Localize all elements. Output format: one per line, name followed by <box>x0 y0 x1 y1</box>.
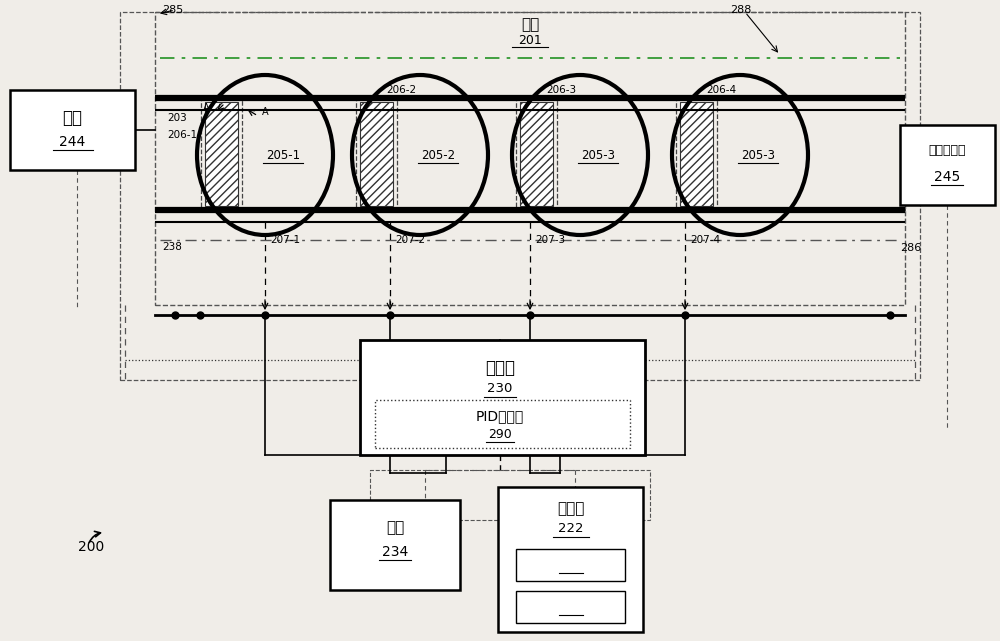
Text: 207-3: 207-3 <box>535 235 565 245</box>
Text: 291: 291 <box>559 558 582 572</box>
Text: 225: 225 <box>559 601 582 613</box>
Bar <box>120 12 920 380</box>
Bar <box>201 98 242 210</box>
Text: 285: 285 <box>162 5 183 15</box>
Bar <box>360 340 645 455</box>
Text: 222: 222 <box>558 522 583 535</box>
Bar <box>360 340 645 380</box>
Text: 205-3: 205-3 <box>581 149 615 162</box>
Bar <box>375 400 630 448</box>
Text: 290: 290 <box>488 428 512 440</box>
Bar <box>498 487 643 632</box>
Text: 206-2: 206-2 <box>386 85 417 95</box>
Text: 288: 288 <box>730 5 751 15</box>
Text: 201: 201 <box>518 33 542 47</box>
Bar <box>516 549 625 581</box>
Bar <box>900 125 995 205</box>
Text: PID控制器: PID控制器 <box>476 409 524 423</box>
Text: 203: 203 <box>167 113 187 123</box>
Text: A: A <box>262 107 269 117</box>
Text: 244: 244 <box>59 135 86 149</box>
Bar <box>520 102 553 206</box>
Text: 206-1: 206-1 <box>167 130 197 140</box>
Bar <box>676 98 717 210</box>
Text: 衯底: 衯底 <box>521 17 539 33</box>
Bar <box>330 500 460 590</box>
Text: 光源: 光源 <box>63 109 83 127</box>
Text: 207-1: 207-1 <box>270 235 300 245</box>
Text: 存储器: 存储器 <box>557 501 584 517</box>
Text: 230: 230 <box>487 381 513 394</box>
Text: 205-1: 205-1 <box>266 149 300 162</box>
Bar <box>516 591 625 623</box>
Bar <box>680 102 713 206</box>
Bar <box>356 98 397 210</box>
Text: 234: 234 <box>382 545 408 559</box>
Text: 207-4: 207-4 <box>690 235 720 245</box>
Bar <box>360 102 393 206</box>
Bar <box>516 98 557 210</box>
Text: 205-3: 205-3 <box>741 149 775 162</box>
Text: 205-2: 205-2 <box>421 149 455 162</box>
Text: A: A <box>203 103 210 113</box>
Text: 245: 245 <box>934 170 961 184</box>
Text: 207-2: 207-2 <box>395 235 425 245</box>
Bar <box>155 12 905 305</box>
Text: 238: 238 <box>162 242 182 252</box>
Text: 控制器: 控制器 <box>485 359 515 377</box>
Bar <box>370 470 650 520</box>
Text: 接口: 接口 <box>386 520 404 535</box>
Text: 光电二极管: 光电二极管 <box>929 144 966 156</box>
Text: 286: 286 <box>900 243 921 253</box>
Text: 200: 200 <box>78 540 104 554</box>
Text: 206-4: 206-4 <box>706 85 737 95</box>
Bar <box>10 90 135 170</box>
Bar <box>205 102 238 206</box>
Text: 206-3: 206-3 <box>546 85 577 95</box>
